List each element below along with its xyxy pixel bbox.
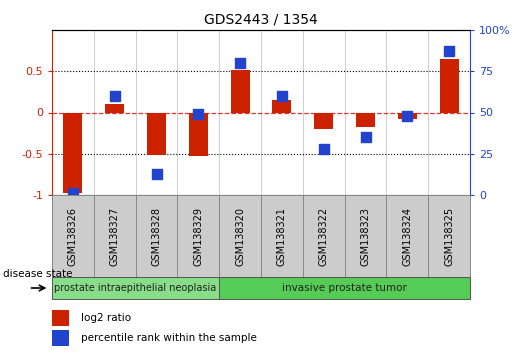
Bar — [177, 195, 219, 277]
Point — [111, 93, 119, 99]
Text: percentile rank within the sample: percentile rank within the sample — [81, 333, 257, 343]
Bar — [219, 277, 470, 299]
Bar — [135, 195, 177, 277]
Bar — [398, 113, 417, 119]
Point — [278, 93, 286, 99]
Point — [69, 190, 77, 196]
Bar — [386, 195, 428, 277]
Text: log2 ratio: log2 ratio — [81, 313, 131, 323]
Bar — [52, 277, 219, 299]
Bar — [52, 310, 68, 326]
Bar — [63, 113, 82, 193]
Text: invasive prostate tumor: invasive prostate tumor — [282, 283, 407, 293]
Text: GSM138329: GSM138329 — [193, 206, 203, 266]
Text: GSM138322: GSM138322 — [319, 206, 329, 266]
Point — [403, 113, 411, 119]
Text: prostate intraepithelial neoplasia: prostate intraepithelial neoplasia — [55, 283, 217, 293]
Bar — [261, 195, 303, 277]
Point — [152, 171, 161, 176]
Bar — [272, 100, 291, 113]
Bar — [52, 195, 94, 277]
Bar — [440, 59, 458, 113]
Point — [320, 146, 328, 152]
Text: GSM138328: GSM138328 — [151, 206, 162, 266]
Bar — [428, 195, 470, 277]
Bar — [356, 113, 375, 127]
Point — [194, 111, 202, 117]
Point — [445, 48, 453, 54]
Bar — [105, 104, 124, 113]
Bar — [147, 113, 166, 155]
Text: GSM138327: GSM138327 — [110, 206, 119, 266]
Bar — [189, 113, 208, 156]
Bar — [314, 113, 333, 129]
Text: GSM138320: GSM138320 — [235, 206, 245, 266]
Bar — [303, 195, 345, 277]
Point — [362, 135, 370, 140]
Bar — [219, 195, 261, 277]
Text: disease state: disease state — [3, 269, 72, 279]
Bar — [345, 195, 386, 277]
Bar — [52, 330, 68, 346]
Bar — [231, 70, 249, 113]
Text: GSM138326: GSM138326 — [68, 206, 78, 266]
Text: GSM138325: GSM138325 — [444, 206, 454, 266]
Bar — [94, 195, 135, 277]
Text: GSM138323: GSM138323 — [360, 206, 370, 266]
Text: GSM138324: GSM138324 — [402, 206, 413, 266]
Text: GSM138321: GSM138321 — [277, 206, 287, 266]
Title: GDS2443 / 1354: GDS2443 / 1354 — [204, 12, 318, 26]
Point — [236, 60, 244, 66]
